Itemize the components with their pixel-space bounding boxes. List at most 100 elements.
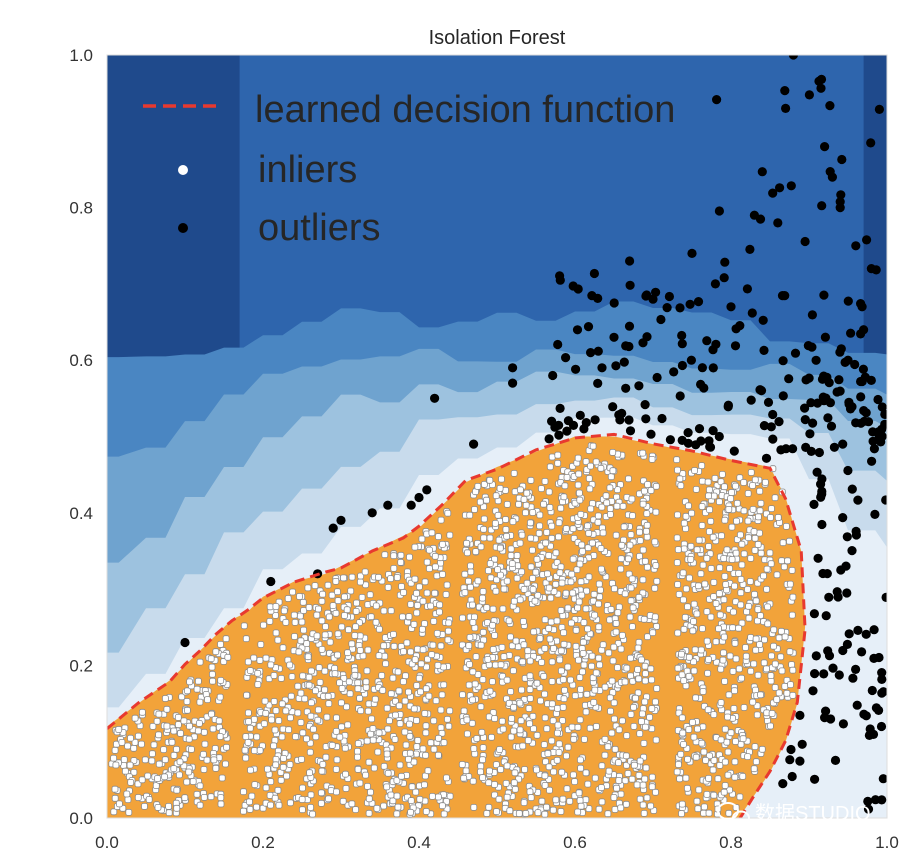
- outlier-point: [677, 330, 687, 341]
- inlier-point: [674, 511, 681, 519]
- inlier-point: [407, 601, 415, 608]
- inlier-point: [438, 802, 446, 810]
- inlier-point: [463, 730, 471, 738]
- inlier-point: [680, 519, 688, 527]
- inlier-point: [699, 477, 706, 485]
- outlier-point: [554, 420, 564, 430]
- outlier-point: [662, 303, 672, 313]
- outlier-point: [800, 403, 810, 413]
- inlier-point: [591, 774, 599, 782]
- inlier-point: [678, 650, 685, 658]
- inlier-point: [413, 717, 420, 724]
- outlier-point: [406, 500, 416, 510]
- inlier-point: [321, 631, 329, 639]
- inlier-point: [127, 779, 135, 786]
- inlier-point: [726, 565, 733, 572]
- inlier-point: [694, 805, 702, 813]
- inlier-point: [612, 628, 620, 636]
- inlier-point: [567, 676, 574, 684]
- inlier-point: [491, 632, 499, 639]
- inlier-point: [209, 725, 217, 733]
- inlier-point: [256, 747, 264, 754]
- inlier-point: [485, 803, 493, 811]
- inlier-point: [437, 724, 445, 732]
- inlier-point: [617, 645, 625, 653]
- inlier-point: [487, 574, 495, 582]
- inlier-point: [526, 657, 534, 665]
- inlier-point: [357, 572, 365, 580]
- inlier-point: [693, 546, 701, 554]
- inlier-point: [751, 547, 759, 554]
- outlier-point: [778, 356, 788, 366]
- inlier-point: [419, 745, 427, 753]
- inlier-point: [607, 707, 614, 715]
- inlier-point: [639, 546, 647, 554]
- inlier-point: [428, 793, 436, 800]
- outlier-point: [735, 321, 745, 331]
- inlier-point: [704, 478, 712, 486]
- inlier-point: [615, 603, 623, 611]
- inlier-point: [652, 736, 660, 744]
- inlier-point: [725, 505, 733, 513]
- inlier-point: [574, 454, 582, 462]
- inlier-point: [277, 776, 285, 784]
- inlier-point: [549, 806, 557, 814]
- inlier-point: [547, 594, 555, 602]
- outlier-point: [805, 429, 815, 439]
- outlier-point: [837, 154, 847, 165]
- inlier-point: [641, 677, 649, 685]
- inlier-point: [479, 594, 486, 602]
- inlier-point: [576, 716, 584, 724]
- inlier-point: [571, 778, 578, 785]
- inlier-point: [639, 710, 646, 718]
- inlier-point: [760, 659, 768, 667]
- inlier-point: [730, 608, 737, 616]
- inlier-point: [601, 736, 609, 743]
- inlier-point: [480, 515, 488, 523]
- inlier-point: [309, 810, 316, 818]
- inlier-point: [465, 642, 473, 649]
- inlier-point: [445, 722, 453, 730]
- inlier-point: [710, 711, 718, 718]
- inlier-point: [173, 745, 180, 753]
- x-tick-label: 0.4: [407, 833, 431, 852]
- inlier-point: [393, 777, 401, 784]
- inlier-point: [324, 581, 332, 589]
- inlier-point: [595, 654, 603, 662]
- inlier-point: [626, 541, 634, 549]
- inlier-point: [174, 721, 182, 728]
- y-tick-label: 0.6: [69, 351, 93, 370]
- inlier-point: [597, 464, 605, 472]
- inlier-point: [384, 725, 392, 733]
- inlier-point: [479, 774, 487, 781]
- inlier-point: [200, 766, 208, 773]
- inlier-point: [717, 699, 725, 706]
- outlier-point: [821, 706, 831, 716]
- inlier-point: [516, 699, 524, 707]
- inlier-point: [584, 544, 592, 552]
- outlier-point: [652, 372, 662, 383]
- inlier-point: [466, 661, 473, 668]
- inlier-point: [413, 589, 420, 597]
- inlier-point: [595, 805, 603, 813]
- outlier-point: [841, 561, 851, 571]
- outlier-point: [811, 355, 821, 365]
- inlier-point: [154, 804, 162, 811]
- inlier-point: [321, 667, 329, 675]
- inlier-point: [375, 729, 383, 737]
- inlier-point: [554, 459, 562, 467]
- inlier-point: [437, 516, 445, 524]
- inlier-point: [304, 584, 312, 592]
- inlier-point: [733, 517, 740, 525]
- inlier-point: [112, 761, 120, 769]
- inlier-point: [466, 583, 474, 591]
- inlier-point: [545, 552, 553, 559]
- inlier-point: [353, 599, 360, 607]
- inlier-point: [680, 625, 688, 633]
- inlier-point: [486, 560, 494, 567]
- inlier-point: [749, 505, 757, 513]
- inlier-point: [480, 525, 488, 533]
- inlier-point: [510, 469, 518, 477]
- inlier-point: [744, 517, 752, 525]
- inlier-point: [589, 539, 596, 547]
